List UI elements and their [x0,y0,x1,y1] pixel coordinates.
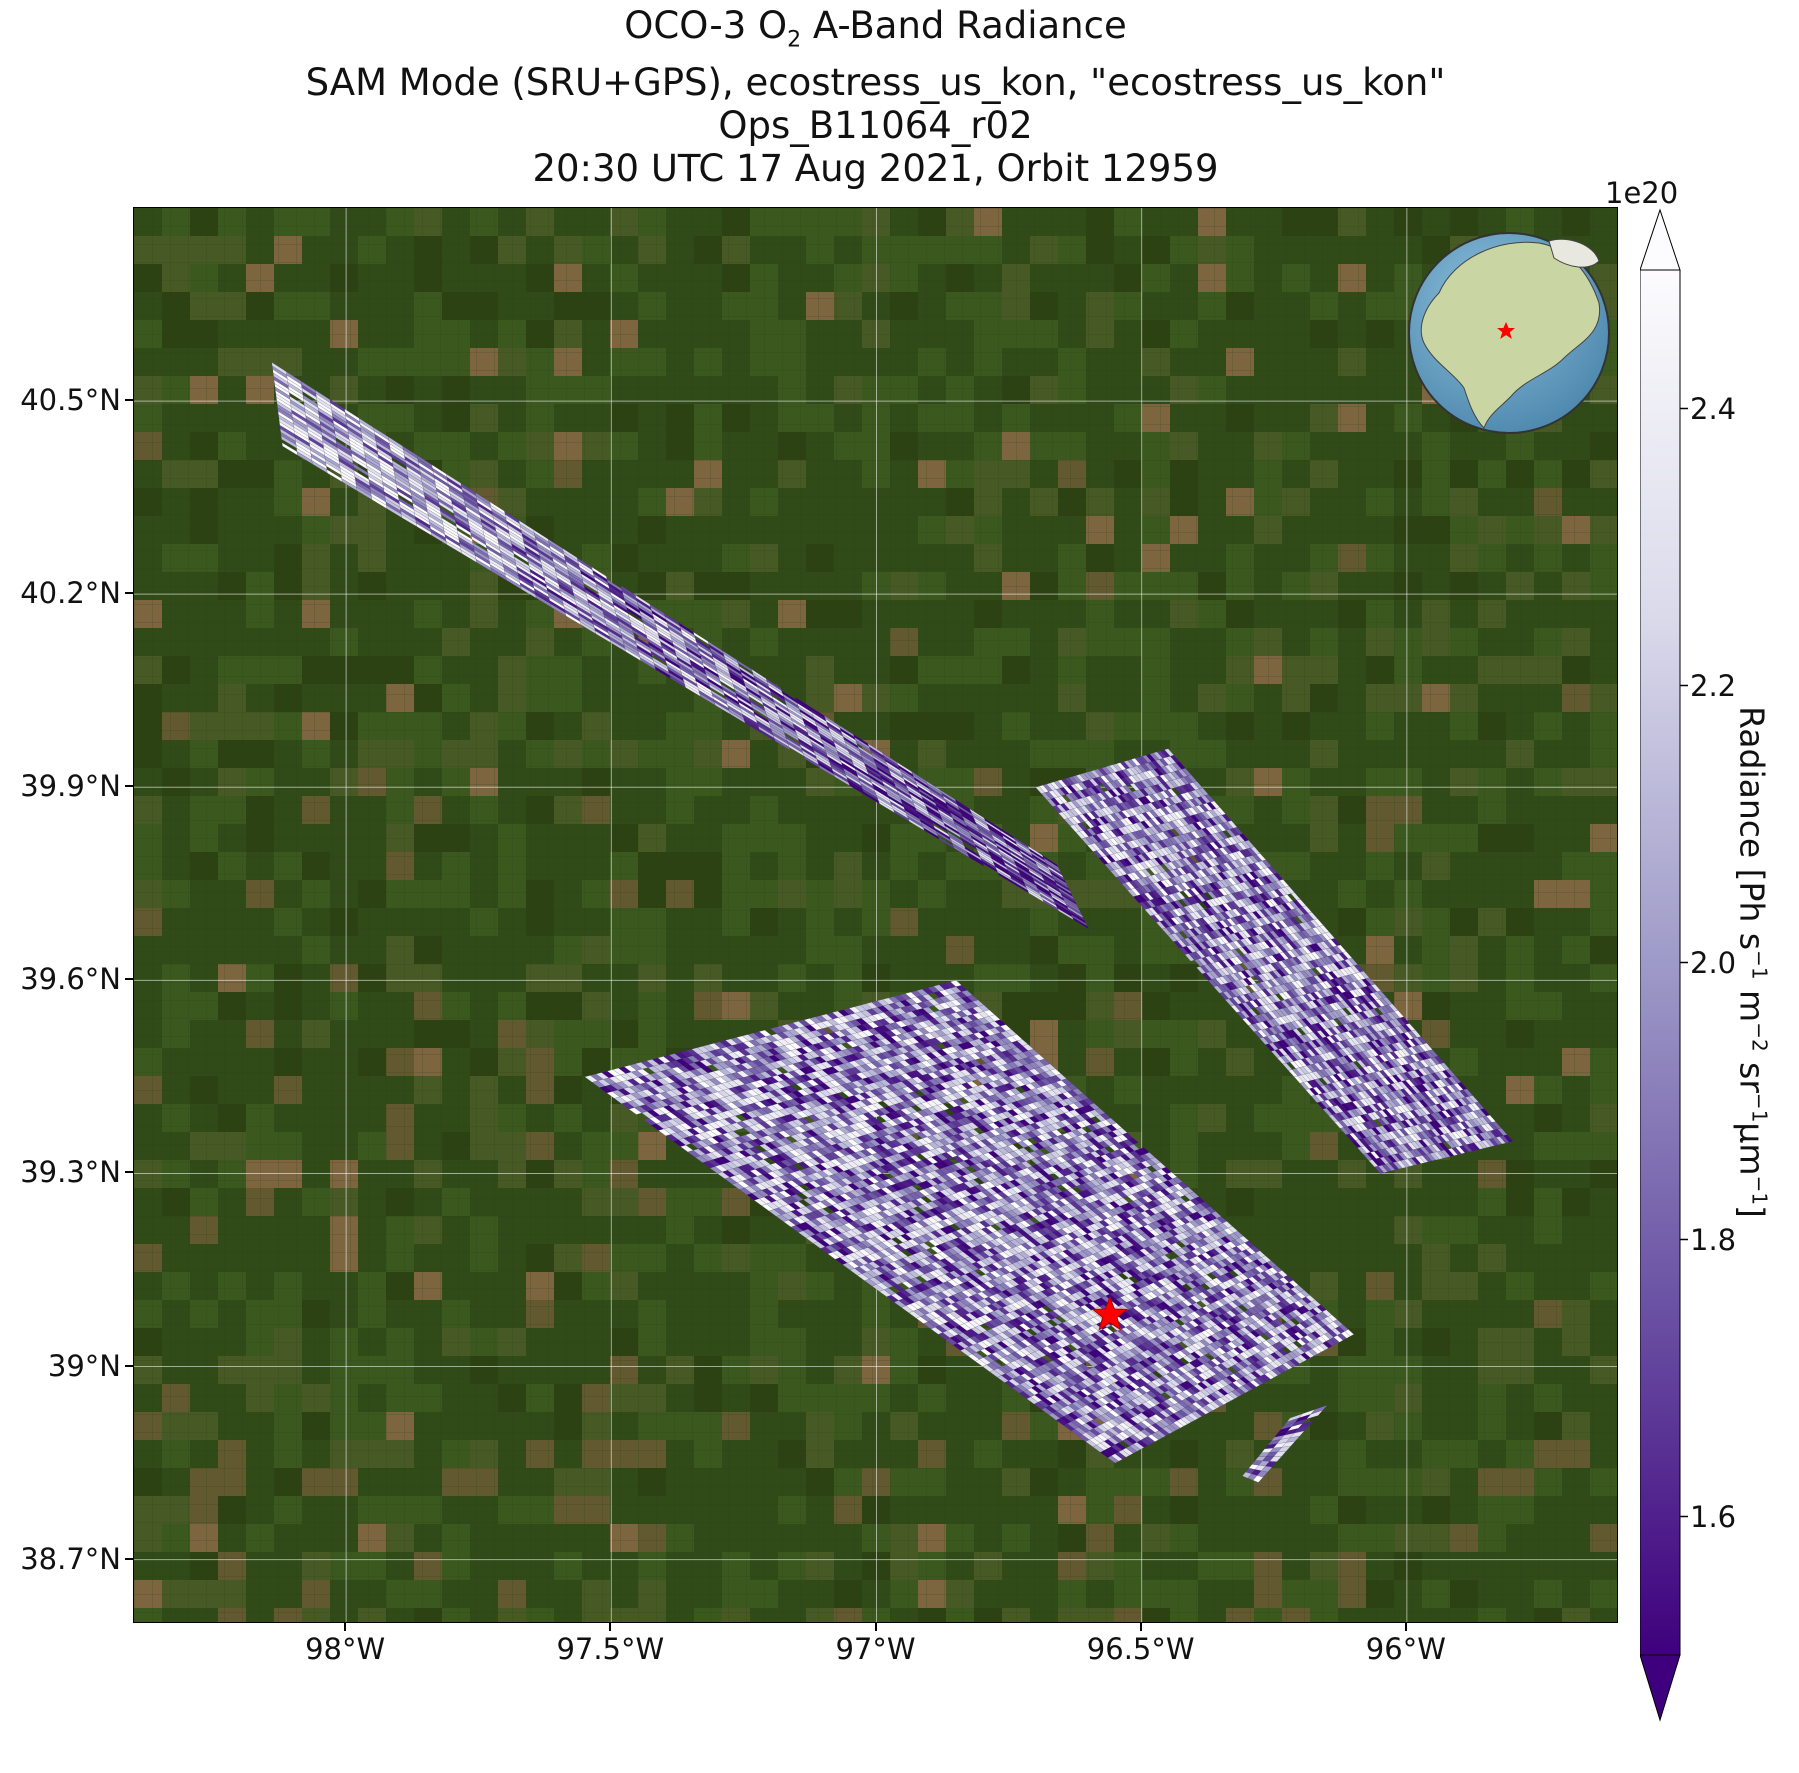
map-canvas [134,208,1617,1622]
title-line-4: 20:30 UTC 17 Aug 2021, Orbit 12959 [532,147,1219,191]
title-line-1: OCO-3 O2 A-Band Radiance [624,4,1127,53]
map-panel [133,207,1618,1623]
title-line-3: Ops_B11064_r02 [718,104,1033,148]
figure-title: OCO-3 O2 A-Band Radiance SAM Mode (SRU+G… [133,4,1618,190]
title-line-2: SAM Mode (SRU+GPS), ecostress_us_kon, "e… [305,61,1446,105]
